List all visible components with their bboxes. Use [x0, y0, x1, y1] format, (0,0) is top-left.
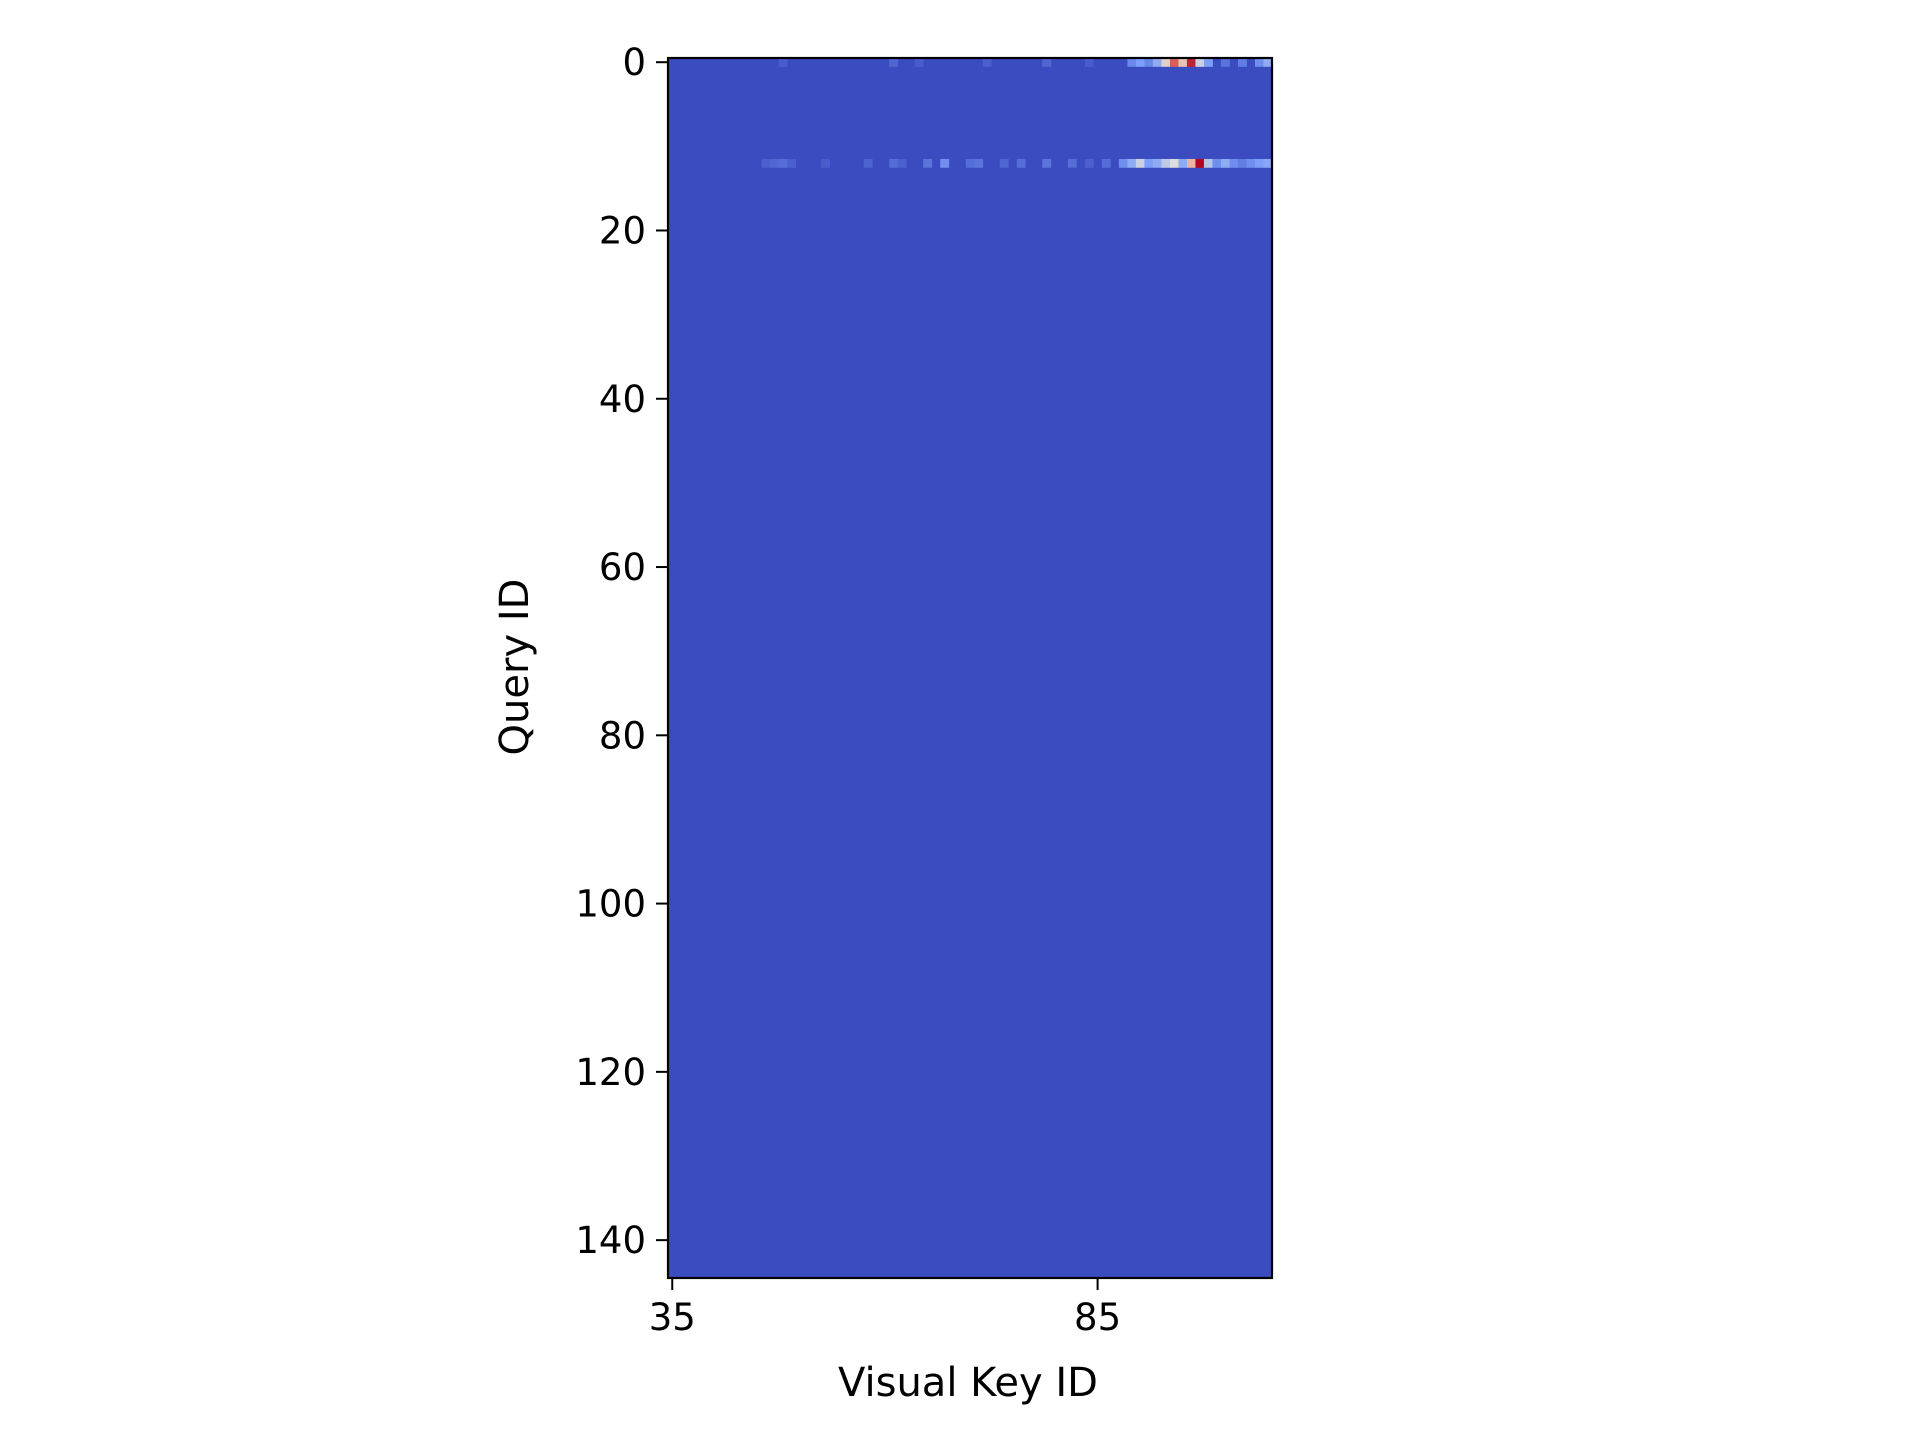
heatmap-cell: [889, 158, 899, 168]
heatmap-cell: [1263, 58, 1273, 67]
heatmap-cell: [778, 158, 788, 168]
y-tick-label: 140: [575, 1219, 646, 1262]
heatmap-cell: [1135, 58, 1145, 67]
heatmap-cell: [1101, 158, 1111, 168]
heatmap-plot-area: [666, 56, 1274, 1280]
heatmap-cell: [1246, 158, 1256, 168]
heatmap-cell: [1152, 158, 1162, 168]
heatmap-cell: [1178, 58, 1188, 67]
heatmap-cell: [1152, 58, 1162, 67]
x-tick-label: 35: [649, 1296, 696, 1339]
heatmap-cell: [1237, 158, 1247, 168]
heatmap-cell: [1237, 58, 1247, 67]
heatmap-cell: [1186, 158, 1196, 168]
heatmap-cell: [889, 58, 899, 67]
heatmap-cell: [1084, 158, 1094, 168]
heatmap-cell: [1067, 158, 1077, 168]
heatmap-cell: [999, 158, 1009, 168]
heatmap-cell: [1169, 58, 1179, 67]
heatmap-cell: [982, 58, 992, 67]
heatmap-cell: [1220, 158, 1230, 168]
heatmap-cell: [1263, 158, 1273, 168]
heatmap-cell: [787, 158, 797, 168]
plot-frame: [666, 56, 1274, 1280]
heatmap-cell: [1229, 158, 1239, 168]
heatmap-cell: [940, 158, 950, 168]
heatmap-cell: [1084, 58, 1094, 67]
heatmap-cell: [1220, 58, 1230, 67]
heatmap-cell: [1118, 158, 1128, 168]
y-tick-label: 20: [599, 209, 646, 252]
y-tick-label: 60: [599, 546, 646, 589]
heatmap-cell: [1161, 158, 1171, 168]
heatmap-cell: [923, 158, 933, 168]
y-tick-label: 80: [599, 714, 646, 757]
heatmap-cell: [1203, 158, 1213, 168]
heatmap-cell: [1127, 158, 1137, 168]
heatmap-cell: [778, 58, 788, 67]
x-tick-label: 85: [1074, 1296, 1121, 1339]
heatmap-cell: [897, 158, 907, 168]
heatmap-cell: [821, 158, 831, 168]
heatmap-cell: [1195, 158, 1205, 168]
y-tick-label: 40: [599, 378, 646, 421]
heatmap-cell: [770, 158, 779, 168]
heatmap-cell: [1127, 58, 1137, 67]
heatmap-cell: [1254, 58, 1264, 67]
heatmap-cell: [1203, 58, 1213, 67]
heatmap-cell: [1135, 158, 1145, 168]
y-tick-label: 120: [575, 1051, 646, 1094]
heatmap-cell: [914, 58, 924, 67]
heatmap-cell: [1042, 158, 1052, 168]
heatmap-cell: [1161, 58, 1171, 67]
heatmap-cell: [1195, 58, 1205, 67]
heatmap-cell: [1254, 158, 1264, 168]
heatmap-cell: [1144, 158, 1154, 168]
heatmap-cell: [1016, 158, 1026, 168]
heatmap-cell: [1178, 158, 1188, 168]
y-axis-label: Query ID: [492, 579, 538, 756]
heatmap-cell: [965, 158, 975, 168]
y-tick-label: 0: [622, 41, 646, 84]
heatmap-cell: [863, 158, 873, 168]
heatmap-cell: [1042, 58, 1052, 67]
heatmap-cell: [974, 158, 984, 168]
y-tick-label: 100: [575, 883, 646, 926]
x-axis-label: Visual Key ID: [838, 1360, 1098, 1406]
heatmap-cell: [1169, 158, 1179, 168]
heatmap-background: [668, 58, 1272, 1278]
heatmap-cell: [1212, 158, 1222, 168]
heatmap-cell: [1144, 58, 1154, 67]
heatmap-cell: [1186, 58, 1196, 67]
heatmap-cell: [761, 158, 771, 168]
